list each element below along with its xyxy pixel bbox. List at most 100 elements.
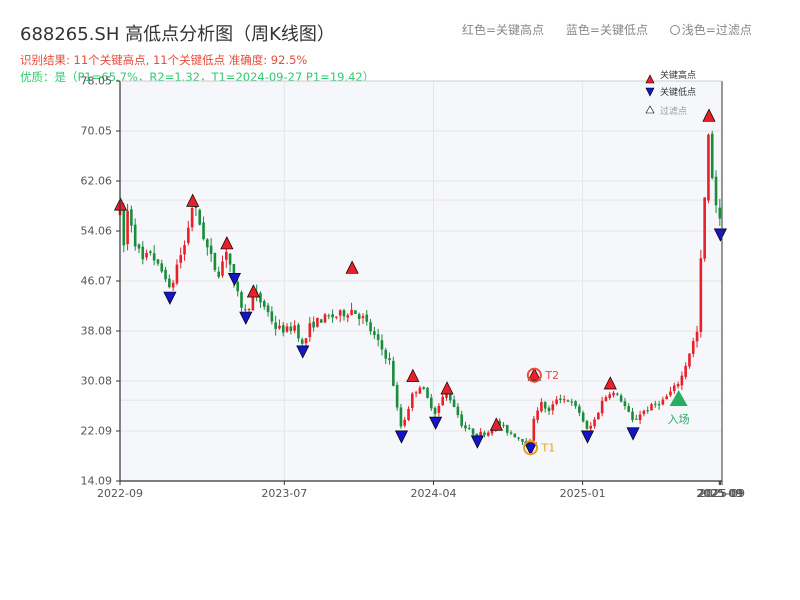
- x-tick-label: 2025-01: [560, 487, 606, 500]
- y-tick-label: 54.06: [81, 225, 113, 238]
- candle-down: [168, 278, 171, 288]
- key-high-marker: [246, 284, 260, 298]
- x-tick-label: 2025-09: [697, 487, 743, 500]
- key-high-marker: [186, 193, 200, 207]
- candle-down: [710, 133, 714, 179]
- candle-down: [448, 393, 452, 401]
- candles: [118, 130, 722, 446]
- candle-down: [619, 395, 623, 402]
- candle-down: [718, 207, 722, 219]
- candle-up: [608, 394, 612, 399]
- candle-down: [152, 253, 156, 261]
- legend-blue-text: 蓝色=关键低点: [565, 23, 648, 37]
- candle-up: [445, 392, 448, 398]
- candle-up: [479, 431, 482, 436]
- candle-up: [304, 338, 308, 344]
- key-high-marker: [220, 236, 234, 250]
- candle-up: [707, 134, 710, 201]
- key-low-marker: [429, 416, 443, 430]
- candle-down: [373, 331, 376, 336]
- candle-down: [213, 252, 217, 270]
- result-line: 识别结果: 11个关键高点, 11个关键低点 准确度: 92.5%: [20, 53, 308, 67]
- candle-down: [164, 269, 167, 280]
- candle-down: [236, 281, 239, 292]
- candle-down: [202, 222, 205, 240]
- marker-legend: 关键高点 关键低点 过滤点: [645, 69, 696, 117]
- candle-down: [312, 321, 315, 328]
- candle-down: [319, 319, 323, 323]
- candle-down: [266, 305, 270, 313]
- markers: T1 T2 入场: [113, 108, 727, 456]
- candle-down: [232, 264, 236, 281]
- candle-down: [209, 245, 213, 254]
- candle-up: [684, 365, 687, 377]
- candle-down: [141, 246, 145, 260]
- candle-down: [653, 403, 657, 405]
- key-low-marker: [394, 430, 409, 444]
- x-tick-label: 2023-07: [261, 487, 307, 500]
- candle-up: [650, 404, 653, 411]
- y-tick-label: 30.08: [81, 375, 113, 388]
- candle-down: [331, 314, 334, 318]
- candle-up: [638, 414, 642, 421]
- key-high-marker: [489, 417, 503, 431]
- candle-down: [509, 432, 513, 434]
- candle-down: [354, 310, 357, 314]
- candle-up: [247, 308, 251, 310]
- candle-down: [137, 244, 141, 249]
- candle-down: [240, 292, 243, 308]
- key-low-marker: [626, 427, 640, 441]
- entry-label: 入场: [668, 412, 690, 426]
- candle-up: [672, 385, 676, 391]
- candle-up: [669, 391, 672, 396]
- y-tick-label: 38.08: [81, 324, 113, 337]
- candle-up: [179, 255, 183, 263]
- axes: 14.09 22.09 30.08 38.08 46.07 54.06 62.06 70.05…: [81, 75, 745, 501]
- x-tick-label: 2025-09: [699, 487, 745, 500]
- key-low-marker: [523, 442, 538, 456]
- candle-up: [600, 400, 604, 414]
- candle-up: [251, 293, 255, 311]
- key-low-marker: [296, 345, 310, 359]
- candle-down: [635, 418, 638, 420]
- candle-up: [346, 315, 350, 318]
- legend-light-text: 浅色=过滤点: [681, 23, 752, 37]
- candle-down: [392, 360, 395, 386]
- candle-down: [627, 406, 631, 412]
- t1-label: T1: [541, 442, 556, 455]
- candle-up: [597, 412, 600, 420]
- candle-down: [270, 311, 274, 322]
- candle-up: [441, 396, 444, 406]
- candle-down: [574, 401, 577, 407]
- candle-down: [262, 301, 266, 307]
- candle-down: [160, 263, 164, 272]
- candle-up: [695, 331, 699, 342]
- candle-down: [388, 358, 391, 361]
- candle-down: [369, 322, 372, 332]
- candle-down: [631, 411, 634, 420]
- key-low-marker: [580, 430, 595, 444]
- candle-up: [126, 210, 129, 245]
- candle-down: [581, 412, 585, 422]
- y-tick-label: 78.05: [81, 75, 113, 88]
- y-tick-label: 14.09: [81, 475, 113, 488]
- candle-down: [399, 407, 403, 427]
- candle-up: [536, 410, 539, 420]
- candle-down: [365, 314, 369, 322]
- candle-down: [376, 334, 380, 341]
- candle-down: [433, 407, 437, 414]
- candle-up: [642, 410, 646, 414]
- key-low-marker: [470, 435, 484, 449]
- entry-marker: [669, 390, 688, 407]
- candle-down: [122, 206, 126, 246]
- candle-up: [604, 397, 608, 402]
- candle-up: [562, 399, 566, 401]
- candle-down: [206, 239, 209, 248]
- candle-up: [175, 264, 179, 284]
- legend-red-text: 红色=关键高点: [462, 23, 545, 37]
- candle-up: [612, 392, 615, 396]
- candle-up: [593, 419, 596, 427]
- candle-up: [411, 393, 414, 408]
- candle-up: [171, 282, 175, 288]
